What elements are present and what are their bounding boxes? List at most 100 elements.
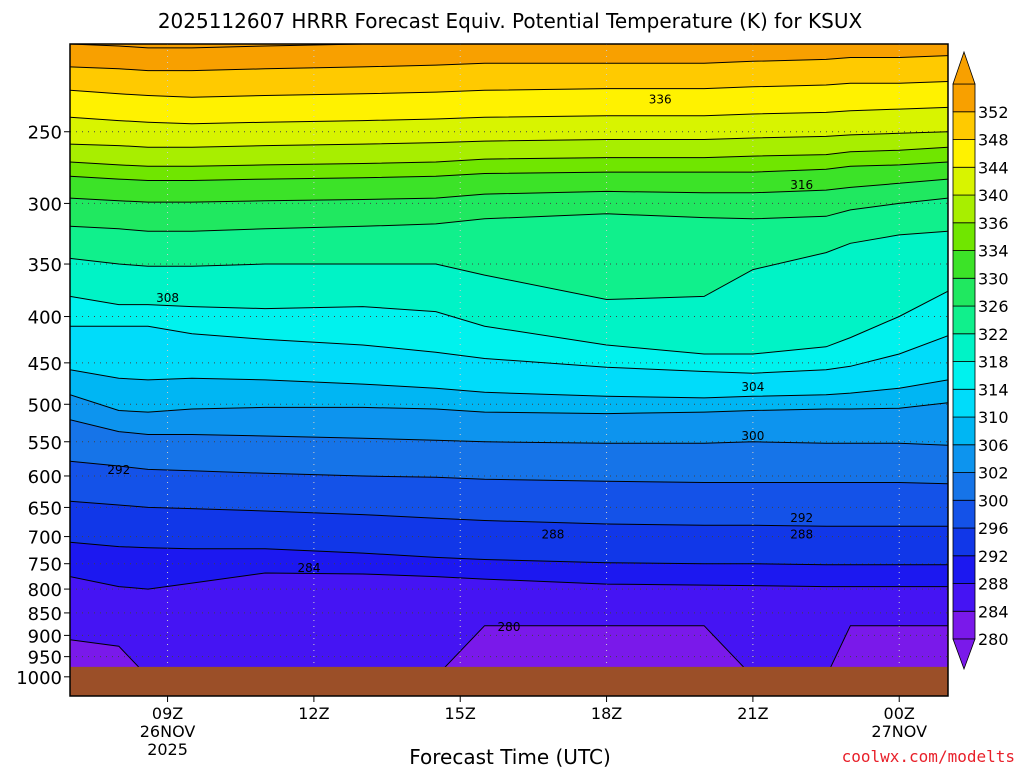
y-tick-label: 700 (28, 528, 62, 549)
colorbar-swatch (952, 277, 976, 307)
colorbar-label: 302 (978, 464, 1009, 483)
colorbar-label: 296 (978, 519, 1009, 538)
colorbar-swatch (952, 416, 976, 446)
colorbar-swatch (952, 111, 976, 140)
theta-e-band (70, 501, 948, 565)
contour-line (70, 161, 948, 181)
colorbar-label: 284 (978, 602, 1009, 621)
theta-e-band (70, 131, 948, 167)
colorbar-swatch (952, 305, 976, 335)
contour-line (70, 178, 948, 203)
contour-line (70, 325, 948, 374)
chart-title: 2025112607 HRRR Forecast Equiv. Potentia… (158, 9, 863, 33)
contour-line (70, 131, 948, 148)
contour-line (70, 500, 948, 527)
colorbar-label: 318 (978, 353, 1009, 372)
contour-line (70, 230, 948, 301)
colorbar-swatch (952, 250, 976, 279)
theta-e-band (70, 369, 948, 414)
colorbar-label: 352 (978, 103, 1009, 122)
theta-e-band (70, 44, 948, 48)
colorbar-label: 340 (978, 186, 1009, 205)
x-tick-label: 2025 (147, 740, 188, 759)
x-tick-label: 15Z (445, 704, 476, 723)
colorbar-swatch (952, 139, 976, 168)
contour-label: 292 (790, 511, 813, 525)
colorbar-swatch (952, 83, 976, 113)
contour-line (70, 460, 948, 485)
contour-line (70, 541, 948, 566)
theta-e-band (70, 419, 948, 484)
colorbar-swatch (952, 472, 976, 501)
theta-e-band (70, 147, 948, 181)
credit-text: coolwx.com/modelts (842, 747, 1015, 766)
y-tick-label: 800 (28, 580, 62, 601)
colorbar-swatch (952, 194, 976, 224)
colorbar-label: 300 (978, 491, 1009, 510)
contour-line (70, 572, 948, 590)
x-tick-label: 18Z (591, 704, 622, 723)
contour-line (70, 369, 948, 399)
colorbar-swatch (952, 583, 976, 612)
contour-label: 308 (156, 291, 179, 305)
grid-lines (70, 44, 948, 696)
theta-e-band (70, 162, 948, 203)
colorbar-label: 306 (978, 436, 1009, 455)
x-tick-label: 00Z (884, 704, 915, 723)
colorbar-label: 336 (978, 214, 1009, 233)
theta-e-band (70, 198, 948, 300)
colorbar-label: 344 (978, 158, 1009, 177)
colorbar-swatch (952, 222, 976, 251)
colorbar-label: 280 (978, 630, 1009, 649)
x-tick-label: 26NOV (140, 722, 196, 741)
plot-frame (69, 43, 949, 697)
contour-label: 304 (741, 380, 764, 394)
colorbar-label: 314 (978, 380, 1009, 399)
contour-line (70, 81, 948, 98)
colorbar-swatch (952, 388, 976, 418)
contour-line (70, 290, 948, 355)
contour-line (70, 394, 948, 415)
contour-label: 300 (741, 429, 764, 443)
colorbar-extend-down (952, 638, 976, 671)
theta-e-field (70, 44, 948, 696)
contour-line (70, 106, 948, 125)
colorbar-label: 310 (978, 408, 1009, 427)
y-tick-label: 1000 (16, 668, 62, 689)
colorbar-swatch (952, 166, 976, 196)
colorbar-label: 330 (978, 269, 1009, 288)
y-tick-label: 400 (28, 308, 62, 329)
colorbar-swatch (952, 555, 976, 584)
y-tick-label: 550 (28, 433, 62, 454)
colorbar-swatch (952, 527, 976, 557)
contour-line (70, 419, 948, 446)
colorbar-swatch (952, 361, 976, 390)
colorbar-swatch (952, 333, 976, 362)
colorbar-label: 348 (978, 131, 1009, 150)
y-tick-label: 350 (28, 255, 62, 276)
theta-e-band (70, 231, 948, 354)
contour-label: 292 (107, 463, 130, 477)
theta-e-band (70, 542, 948, 590)
contour-label: 288 (541, 527, 564, 541)
contour-label: 284 (298, 561, 321, 575)
y-tick-label: 250 (28, 123, 62, 144)
theta-e-band (70, 394, 948, 446)
theta-e-band (70, 55, 948, 98)
colorbar-label: 326 (978, 297, 1009, 316)
contour-line (70, 44, 948, 49)
pressure-axis: 2503003504004505005506006507007508008509… (16, 123, 70, 689)
x-tick-label: 09Z (152, 704, 183, 723)
theta-e-band (70, 179, 948, 232)
contour-line (70, 146, 948, 167)
y-tick-label: 300 (28, 194, 62, 215)
x-tick-label: 27NOV (871, 722, 927, 741)
theta-e-band (70, 461, 948, 527)
colorbar-label: 288 (978, 575, 1009, 594)
x-tick-label: 21Z (737, 704, 768, 723)
contour-line (70, 197, 948, 232)
theta-e-band (70, 326, 948, 398)
y-tick-label: 750 (28, 555, 62, 576)
y-tick-label: 650 (28, 498, 62, 519)
